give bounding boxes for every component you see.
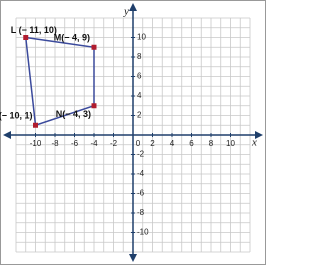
y-tick-label: 4	[137, 91, 142, 100]
x-tick-label: 0	[136, 139, 141, 148]
y-tick-label: -2	[137, 150, 145, 159]
point-label: O(− 10, 1)	[0, 111, 33, 121]
y-tick-label: -6	[137, 189, 145, 198]
point	[23, 35, 29, 40]
y-tick-label: -4	[137, 169, 145, 178]
arrow	[129, 3, 137, 11]
x-tick-label: -2	[110, 139, 118, 148]
point	[91, 44, 97, 50]
point-label: M(− 4, 9)	[54, 33, 90, 43]
point	[33, 122, 38, 128]
x-tick-label: 4	[170, 139, 175, 148]
y-tick-label: 8	[137, 52, 142, 61]
y-tick-label: -8	[137, 208, 145, 217]
y-tick-label: 6	[137, 72, 142, 81]
y-tick-label: 2	[137, 111, 142, 120]
x-tick-label: 6	[189, 139, 194, 148]
x-tick-label: -10	[30, 139, 42, 148]
arrow	[129, 254, 137, 262]
chart: x y -10 -8 -6 -4 -2 0 2 4 6 8 10-10-8-6-4-2246810L…	[0, 0, 266, 265]
x-tick-label: -6	[71, 139, 79, 148]
x-tick-label: 2	[150, 139, 155, 148]
x-tick-label: -8	[51, 139, 59, 148]
x-tick-label: 10	[226, 139, 235, 148]
x-tick-label: -4	[90, 139, 98, 148]
x-axis-label: x	[251, 137, 257, 149]
y-tick-label: 10	[137, 33, 146, 42]
arrow	[255, 131, 263, 139]
point	[91, 103, 97, 109]
arrow	[3, 131, 11, 139]
y-tick-label: -10	[137, 228, 149, 237]
y-axis-label: y	[123, 6, 129, 18]
point-label: N(− 4, 3)	[56, 109, 91, 119]
point-label: L (− 11, 10)	[11, 25, 57, 35]
x-tick-label: 8	[209, 139, 214, 148]
